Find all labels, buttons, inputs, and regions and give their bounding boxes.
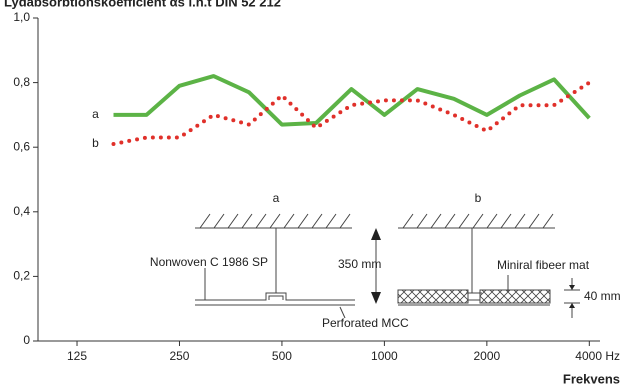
- x-tick-label: 1000: [371, 349, 398, 363]
- chart-title: Lydabsorbtionskoefficient αs i.h.t DIN 5…: [4, 0, 281, 9]
- y-tick-label: 0,2: [13, 269, 30, 283]
- series-label: b: [92, 136, 99, 150]
- series-line: [113, 74, 591, 127]
- y-tick-label: 1,0: [13, 10, 30, 24]
- series-label: a: [92, 107, 99, 121]
- x-tick-label: 250: [169, 349, 189, 363]
- diagram: [195, 213, 580, 319]
- x-tick-label: 125: [67, 349, 87, 363]
- y-tick-label: 0,8: [13, 75, 30, 89]
- series-line: [111, 80, 592, 146]
- diagram-label: b: [475, 191, 482, 205]
- x-axis-label: Frekvens: [563, 371, 620, 386]
- x-tick-label: 2000: [473, 349, 500, 363]
- diagram-label: a: [273, 191, 280, 205]
- annotation: 40 mm: [584, 289, 621, 303]
- annotation: Perforated MCC: [322, 316, 409, 330]
- y-tick-label: 0,6: [13, 139, 30, 153]
- x-tick-label: 4000 Hz: [575, 349, 620, 363]
- y-tick-label: 0,4: [13, 204, 30, 218]
- annotation: 350 mm: [338, 257, 381, 271]
- annotation: Miniral fibeer mat: [497, 258, 590, 272]
- y-tick-label: 0: [23, 333, 30, 347]
- annotation: Nonwoven C 1986 SP: [150, 255, 268, 269]
- x-tick-label: 500: [272, 349, 292, 363]
